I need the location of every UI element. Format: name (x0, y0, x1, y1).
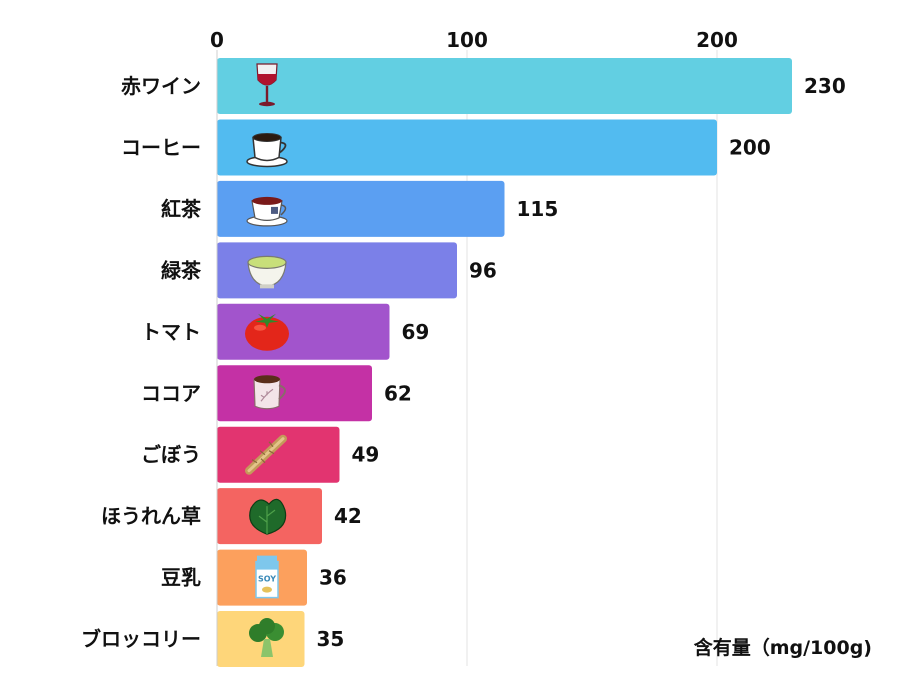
value-label: 42 (334, 504, 362, 528)
category-label: コーヒー (121, 135, 201, 159)
tomato-icon (245, 313, 289, 351)
value-label: 35 (317, 627, 345, 651)
value-label: 62 (384, 381, 412, 405)
bar (217, 180, 505, 237)
value-label: 36 (319, 566, 347, 590)
value-label: 49 (352, 443, 380, 467)
bar (217, 119, 717, 176)
wine-glass-icon (256, 63, 278, 107)
value-label: 96 (469, 258, 497, 282)
coffee-cup-icon (246, 132, 288, 168)
svg-text:SOY: SOY (258, 575, 276, 584)
x-tick-label: 0 (210, 28, 224, 52)
category-label: ココア (141, 381, 201, 405)
bar (217, 242, 457, 299)
broccoli-icon (249, 618, 284, 658)
bar (217, 303, 390, 360)
value-label: 200 (729, 135, 771, 159)
bar (217, 58, 792, 114)
soy-milk-carton-icon: SOY (255, 555, 279, 599)
bars: 赤ワイン 230 コーヒー 200 紅茶 115 緑茶 96 トマト 69 ココア 62 ごぼう 49 ほう… (81, 58, 846, 668)
category-label: 赤ワイン (121, 74, 201, 98)
green-tea-bowl-icon (247, 255, 287, 289)
category-label: 緑茶 (161, 258, 202, 282)
cocoa-mug-icon (253, 375, 286, 410)
bar (217, 426, 340, 483)
category-label: ほうれん草 (101, 504, 201, 528)
value-label: 230 (804, 74, 846, 98)
value-label: 69 (402, 320, 430, 344)
category-label: ごぼう (141, 443, 201, 467)
x-tick-label: 100 (446, 28, 488, 52)
burdock-root-icon (245, 434, 287, 475)
x-axis-unit-label: 含有量（mg/100g) (694, 636, 872, 659)
value-label: 115 (517, 197, 559, 221)
category-label: トマト (141, 320, 201, 344)
category-label: 豆乳 (161, 566, 201, 590)
category-label: 紅茶 (161, 197, 202, 221)
tea-cup-icon (246, 196, 288, 227)
category-label: ブロッコリー (81, 627, 201, 651)
bar (217, 365, 372, 422)
x-tick-label: 200 (696, 28, 738, 52)
spinach-icon (249, 498, 287, 535)
x-axis-ticks: 0 100 200 (210, 28, 738, 52)
